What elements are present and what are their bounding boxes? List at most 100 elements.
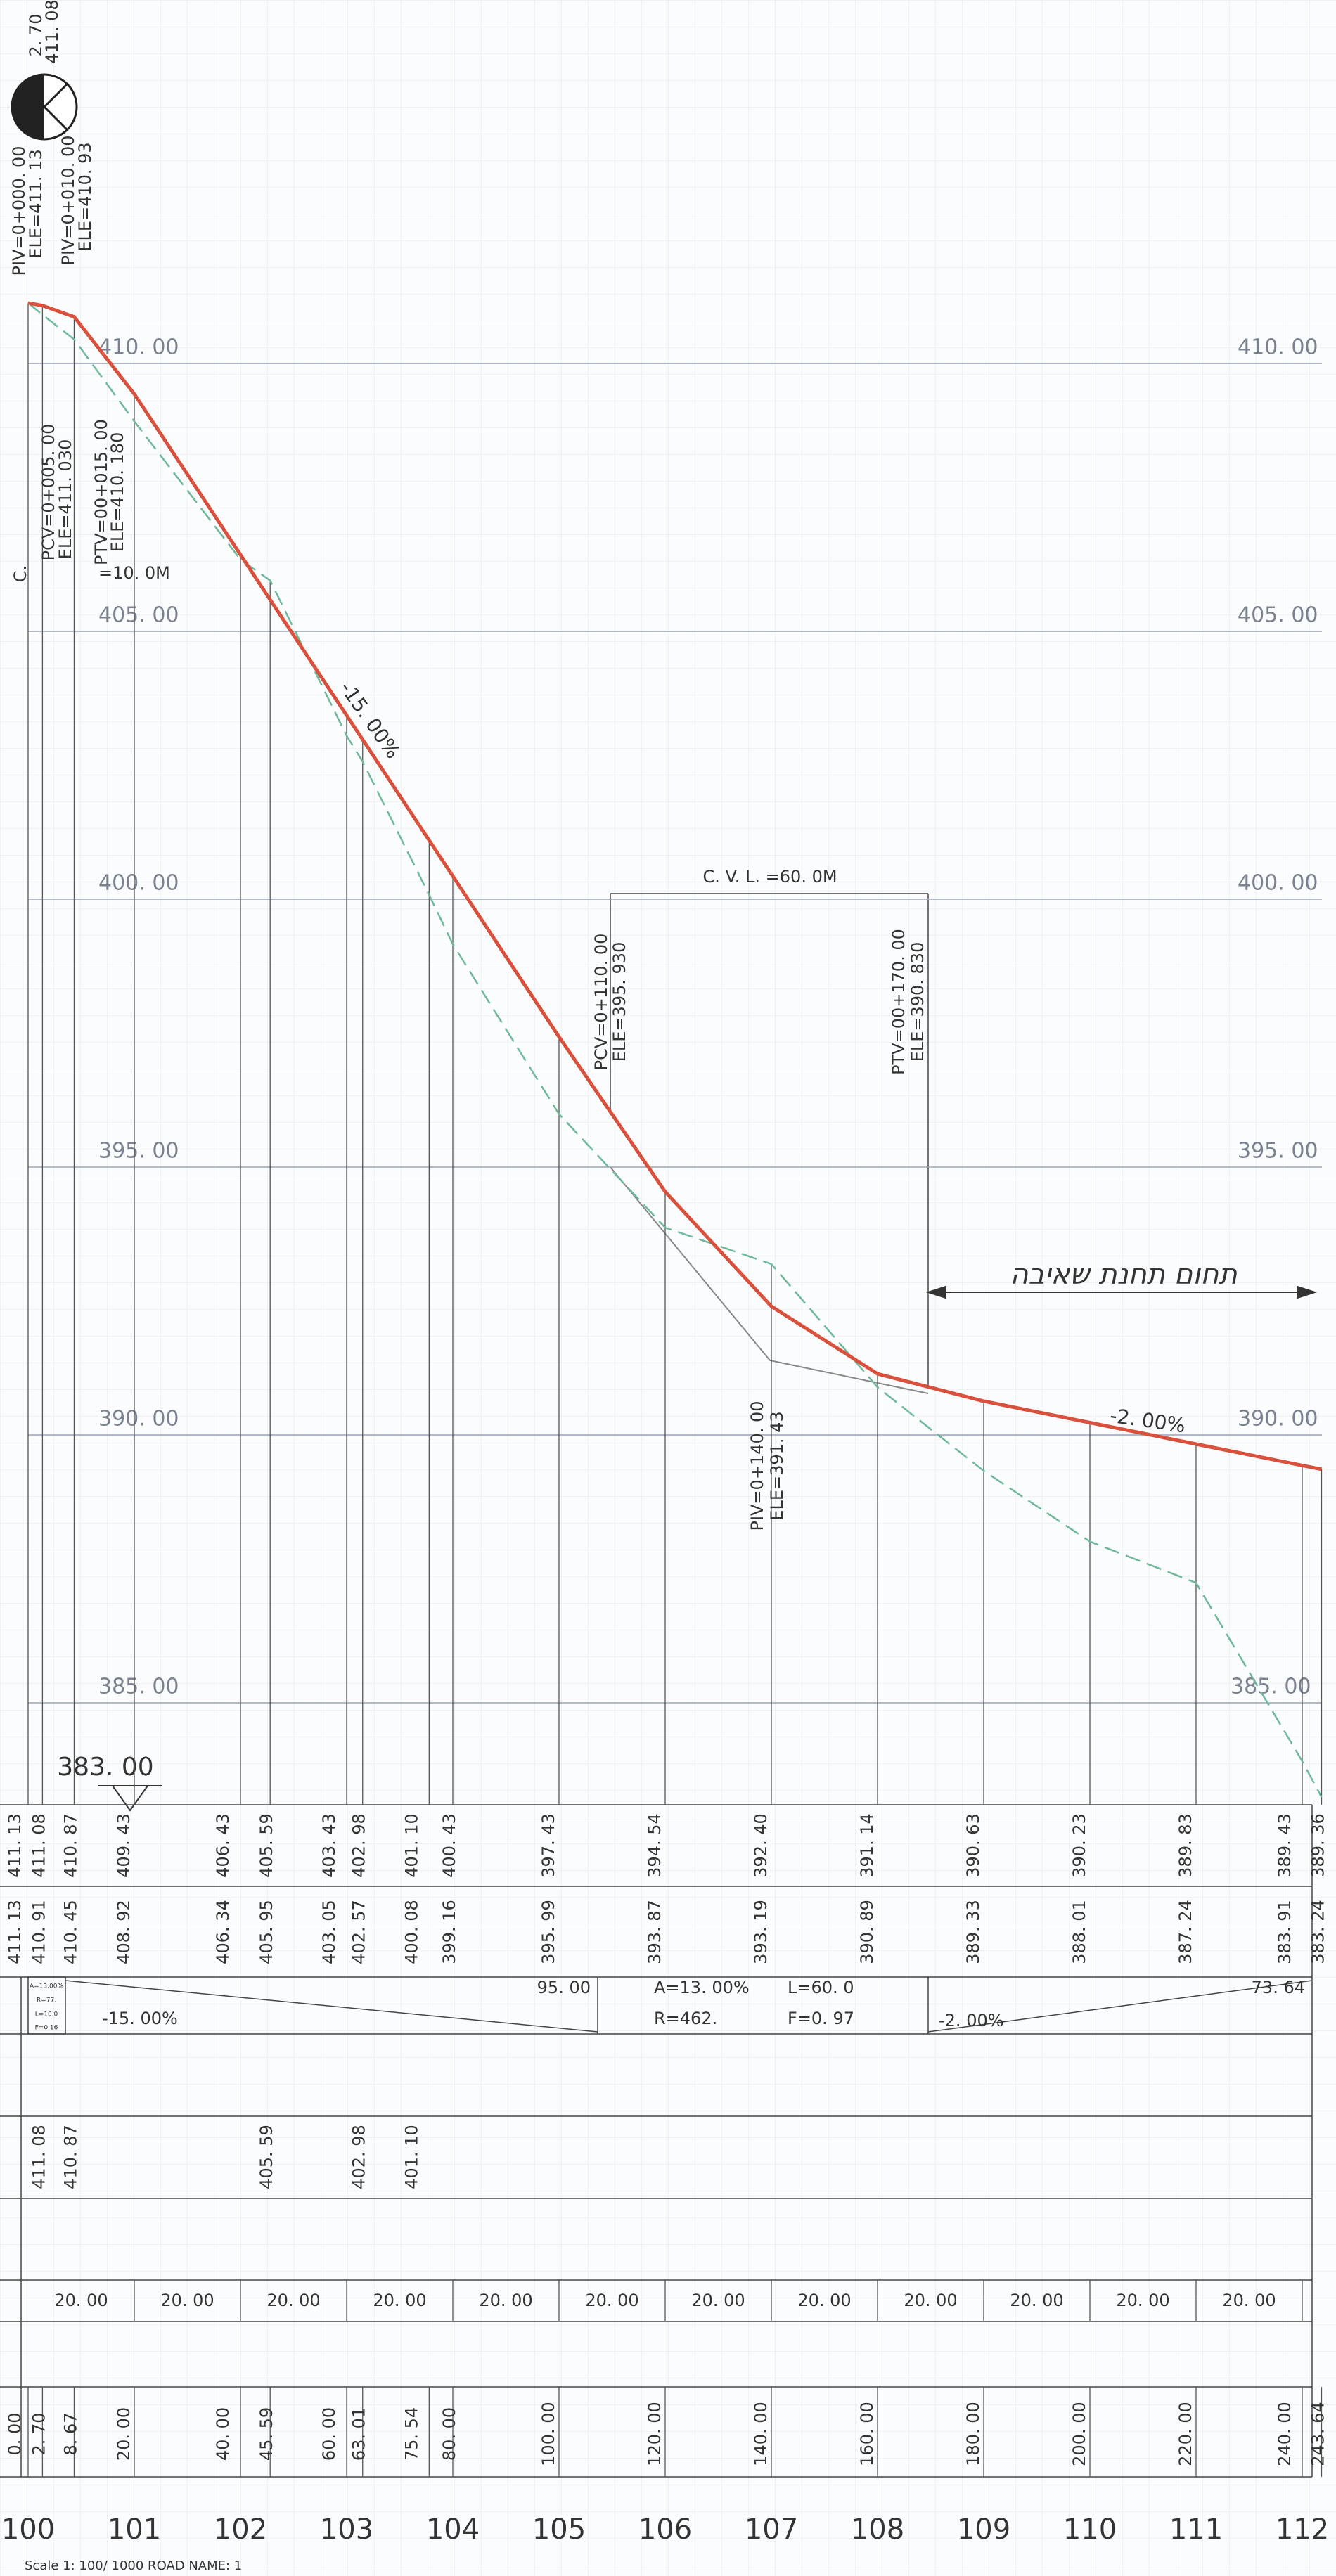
chainage: 120. 00	[645, 2402, 664, 2466]
design-elevation: 392. 40	[751, 1813, 771, 1878]
station-label: 104	[426, 2513, 480, 2546]
elevation-label: 385. 00	[1231, 1675, 1311, 1699]
station-label: 111	[1169, 2513, 1223, 2546]
tangent-lines	[610, 1166, 929, 1394]
datum-label: 383. 00	[57, 1753, 153, 1782]
curve-parameter: A=13. 00%	[654, 1978, 750, 1997]
station-annotation: ELE=395. 930	[610, 942, 629, 1062]
design-elevation: 390. 23	[1070, 1813, 1089, 1878]
design-elevation: 389. 43	[1275, 1813, 1295, 1878]
curve-box-text: L=10.0	[35, 2011, 58, 2018]
distance: 20. 00	[904, 2291, 957, 2310]
distance: 20. 00	[797, 2291, 851, 2310]
curve-box-text: R=77.	[37, 1997, 56, 2004]
chainage: 180. 00	[963, 2402, 983, 2466]
distance: 20. 00	[1010, 2291, 1063, 2310]
station-annotation: 2. 70	[26, 13, 46, 56]
distance: 20. 00	[691, 2291, 745, 2310]
chainage: 45. 59	[257, 2407, 276, 2461]
design-elevation: 402. 98	[349, 1813, 369, 1878]
distance: 20. 00	[1222, 2291, 1276, 2310]
ground-elevation: 393. 19	[751, 1900, 771, 1964]
distance: 20. 00	[479, 2291, 532, 2310]
ground-elevation: 395. 99	[539, 1900, 558, 1964]
design-elevation: 401. 10	[402, 1813, 421, 1878]
station-annotation: PTV=00+015. 00	[91, 419, 111, 565]
distance: 20. 00	[160, 2291, 214, 2310]
curve-parameter: F=0. 97	[788, 2009, 854, 2028]
chainage: 75. 54	[402, 2407, 421, 2461]
break-elevation: 410. 87	[60, 2125, 80, 2189]
design-elevation: 403. 43	[319, 1813, 339, 1878]
curve-slope: -2. 00%	[939, 2011, 1004, 2030]
distance: 20. 00	[54, 2291, 108, 2310]
table-frame	[0, 1804, 1313, 2478]
station-label: 100	[1, 2513, 55, 2546]
chainage: 8. 67	[60, 2412, 80, 2455]
north-symbol	[11, 73, 78, 141]
design-elevation: 406. 43	[213, 1813, 233, 1878]
curve-box-text: A=13.00%	[30, 1983, 63, 1990]
footer: Scale 1: 100/ 1000 ROAD NAME: 1	[25, 2558, 242, 2573]
station-label: 110	[1063, 2513, 1117, 2546]
design-elevation: 390. 63	[963, 1813, 983, 1878]
chainage: 220. 00	[1176, 2402, 1195, 2466]
distance: 20. 00	[1116, 2291, 1169, 2310]
station-annotation: C.	[11, 565, 30, 582]
chainage: 60. 00	[319, 2407, 339, 2461]
design-elevation: 409. 43	[114, 1813, 134, 1878]
curve-length: 73. 64	[1252, 1978, 1305, 1997]
station-label: 101	[108, 2513, 161, 2546]
design-elevation: 411. 13	[5, 1813, 25, 1878]
chainage: 40. 00	[213, 2407, 233, 2461]
chainage: 0. 00	[5, 2412, 25, 2455]
station-annotation: ELE=410. 93	[75, 142, 95, 251]
station-annotation: ELE=391. 43	[767, 1411, 787, 1520]
elevation-label: 385. 00	[98, 1675, 179, 1699]
chainage: 80. 00	[439, 2407, 459, 2461]
chainage: 240. 00	[1275, 2402, 1295, 2466]
design-elevation: 391. 14	[857, 1813, 877, 1878]
curve-length: 95. 00	[537, 1978, 591, 1997]
elevation-label: 405. 00	[98, 603, 179, 628]
vertical-curve-bracket	[610, 893, 929, 1385]
design-line	[27, 301, 1322, 1471]
vertical-curve-length: C. V. L. =60. 0M	[702, 867, 837, 887]
design-elevation: 389. 83	[1176, 1813, 1195, 1878]
chainage: 140. 00	[751, 2402, 771, 2466]
elevation-label: 405. 00	[1238, 603, 1318, 628]
ground-elevation: 405. 95	[257, 1900, 276, 1964]
ground-elevation: 408. 92	[114, 1900, 134, 1964]
elevation-label: 395. 00	[1238, 1139, 1318, 1164]
ground-elevation: 383. 91	[1275, 1900, 1295, 1964]
station-label: 107	[745, 2513, 798, 2546]
curve-slope: -15. 00%	[102, 2009, 178, 2028]
elevation-label: 390. 00	[1238, 1407, 1318, 1431]
break-elevation: 405. 59	[257, 2125, 276, 2189]
station-annotation: ELE=390. 830	[908, 942, 927, 1062]
station-label: 112	[1276, 2513, 1329, 2546]
ground-elevation: 393. 87	[645, 1900, 664, 1964]
design-elevation: 405. 59	[257, 1813, 276, 1878]
break-elevation: 411. 08	[29, 2125, 49, 2189]
design-elevation: 389. 36	[1308, 1813, 1328, 1878]
elevation-label: 400. 00	[1238, 871, 1318, 896]
ground-elevation: 399. 16	[439, 1900, 459, 1964]
ground-elevation: 387. 24	[1176, 1900, 1195, 1964]
elevation-label: 410. 00	[98, 335, 179, 360]
station-annotation: PIV=0+010. 00	[58, 135, 78, 265]
station-annotation: ELE=410. 180	[108, 432, 127, 553]
station-annotation: PCV=0+005. 00	[39, 424, 58, 561]
ground-elevation: 389. 33	[963, 1900, 983, 1964]
station-label: 102	[214, 2513, 267, 2546]
curve-parameter: L=60. 0	[788, 1978, 854, 1997]
station-label: 105	[532, 2513, 586, 2546]
distance: 20. 00	[585, 2291, 638, 2310]
ground-elevation: 410. 45	[60, 1900, 80, 1964]
design-elevation: 394. 54	[645, 1813, 664, 1878]
chainage: 243. 64	[1308, 2402, 1328, 2466]
design-elevation: 400. 43	[439, 1813, 459, 1878]
station-label: 109	[957, 2513, 1010, 2546]
zone-arrow	[925, 1285, 1318, 1299]
